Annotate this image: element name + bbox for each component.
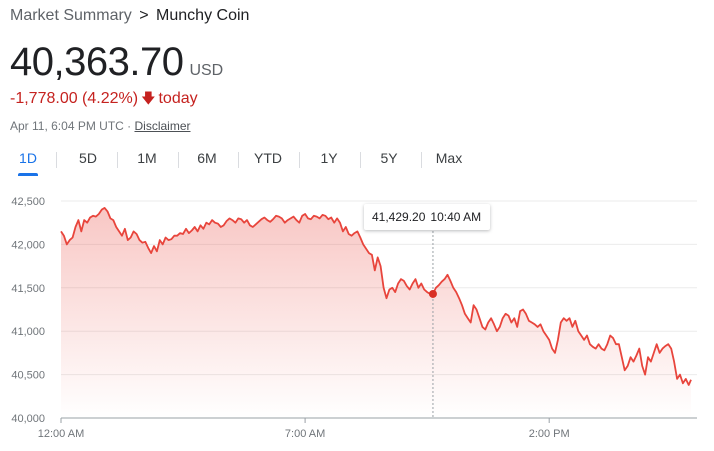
tab-divider: [117, 152, 118, 168]
tab-max[interactable]: Max: [435, 150, 463, 166]
y-tick-label: 40,000: [11, 413, 45, 425]
tab-5d[interactable]: 5D: [79, 150, 97, 166]
currency-label: USD: [189, 62, 224, 79]
x-tick-label: 12:00 AM: [38, 428, 84, 440]
price-change: -1,778.00 (4.22%): [10, 90, 139, 107]
y-tick-label: 41,500: [11, 283, 45, 295]
tab-5y[interactable]: 5Y: [380, 150, 398, 166]
arrow-down-icon: 🡇: [141, 90, 156, 106]
breadcrumb: Market Summary > Munchy Coin: [10, 7, 249, 25]
tab-ytd[interactable]: YTD: [254, 150, 282, 166]
x-tick-label: 2:00 PM: [529, 428, 570, 440]
price-area-fill: [61, 207, 691, 418]
tooltip-value: 41,429.20: [372, 210, 426, 224]
tab-divider: [360, 152, 361, 168]
tab-1y[interactable]: 1Y: [320, 150, 338, 166]
tab-divider: [421, 152, 422, 168]
y-tick-label: 41,000: [11, 326, 45, 338]
breadcrumb-market-summary[interactable]: Market Summary: [10, 7, 132, 24]
chart-tooltip: 41,429.20 10:40 AM: [364, 204, 491, 230]
current-price: 40,363.70: [10, 40, 184, 84]
price-row: 40,363.70 USD: [10, 40, 223, 85]
quote-timestamp: Apr 11, 6:04 PM UTC ·: [10, 119, 135, 133]
tab-divider: [238, 152, 239, 168]
y-tick-label: 42,500: [11, 196, 45, 208]
tab-divider: [178, 152, 179, 168]
breadcrumb-separator: >: [139, 7, 149, 24]
x-tick-label: 7:00 AM: [285, 428, 325, 440]
breadcrumb-current: Munchy Coin: [156, 7, 250, 24]
quote-meta: Apr 11, 6:04 PM UTC · Disclaimer: [10, 119, 191, 133]
disclaimer-link[interactable]: Disclaimer: [134, 119, 191, 133]
tab-divider: [299, 152, 300, 168]
tab-divider: [56, 152, 57, 168]
price-line: [60, 207, 692, 386]
tab-6m[interactable]: 6M: [197, 150, 217, 166]
price-chart-svg: 40,000 40,500 41,000 41,500 42,000 42,500 12:0…: [11, 196, 697, 440]
price-chart[interactable]: 40,000 40,500 41,000 41,500 42,000 42,500 12:0…: [0, 185, 714, 446]
highlight-point: [428, 289, 437, 298]
tab-1d[interactable]: 1D: [14, 144, 42, 176]
y-tick-label: 40,500: [11, 370, 45, 382]
change-period: today: [158, 90, 198, 107]
range-tabs: 1D 5D 1M 6M YTD 1Y 5Y Max: [0, 144, 480, 176]
y-tick-label: 42,000: [11, 239, 45, 251]
tab-1m[interactable]: 1M: [137, 150, 157, 166]
price-change-row: -1,778.00 (4.22%) 🡇 today: [10, 88, 198, 112]
tooltip-time: 10:40 AM: [430, 210, 482, 224]
